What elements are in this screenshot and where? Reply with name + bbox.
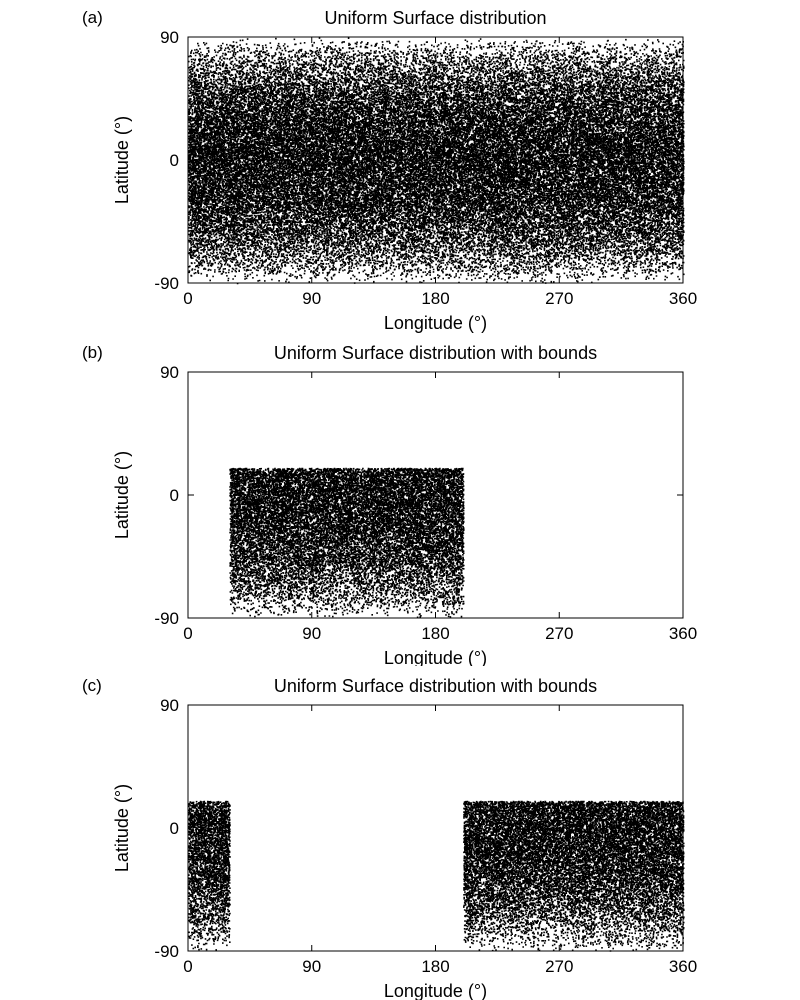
y-tick-label: 0: [170, 819, 179, 838]
x-tick-label: 90: [302, 957, 321, 976]
x-tick-label: 0: [183, 624, 192, 643]
x-tick-label: 360: [669, 957, 697, 976]
chart-title: Uniform Surface distribution with bounds: [273, 343, 598, 363]
point-cloud: [188, 37, 685, 285]
point-cloud: [188, 800, 231, 951]
y-tick-label: 0: [170, 486, 179, 505]
x-tick-label: 360: [669, 289, 697, 308]
y-tick-label: 0: [170, 151, 179, 170]
y-axis-label: Latitude (°): [112, 451, 132, 539]
x-axis-label: Longitude (°): [384, 313, 487, 333]
x-tick-label: 0: [183, 289, 192, 308]
x-tick-label: 180: [421, 289, 449, 308]
chart-title: Uniform Surface distribution: [324, 8, 547, 28]
x-tick-label: 180: [421, 624, 449, 643]
panel-label: (b): [82, 343, 103, 362]
x-tick-label: 270: [545, 289, 573, 308]
x-tick-label: 180: [421, 957, 449, 976]
x-tick-label: 90: [302, 624, 321, 643]
panel-b: (b) Uniform Surface distribution with bo…: [0, 333, 800, 666]
scatter-points: [229, 467, 465, 619]
panel-a: (a) Uniform Surface distribution 0 90 180 2…: [0, 0, 800, 333]
panel-label: (c): [82, 676, 102, 695]
panel-label: (a): [82, 8, 103, 27]
x-tick-label: 270: [545, 957, 573, 976]
y-tick-label: 90: [160, 28, 179, 47]
panel-c: (c) Uniform Surface distribution with bo…: [0, 666, 800, 1000]
scatter-points: [188, 37, 685, 285]
y-tick-label: -90: [154, 942, 179, 961]
y-tick-label: -90: [154, 609, 179, 628]
y-tick-label: 90: [160, 363, 179, 382]
y-axis-label: Latitude (°): [112, 784, 132, 872]
y-tick-label: 90: [160, 696, 179, 715]
chart-title: Uniform Surface distribution with bounds: [273, 676, 598, 696]
x-tick-label: 360: [669, 624, 697, 643]
x-tick-label: 270: [545, 624, 573, 643]
x-tick-label: 90: [302, 289, 321, 308]
x-tick-label: 0: [183, 957, 192, 976]
point-cloud: [463, 800, 685, 952]
x-axis-label: Longitude (°): [384, 981, 487, 1000]
point-cloud: [229, 467, 465, 619]
y-tick-label: -90: [154, 274, 179, 293]
scatter-points: [188, 800, 685, 952]
y-axis-label: Latitude (°): [112, 116, 132, 204]
x-axis-label: Longitude (°): [384, 648, 487, 666]
